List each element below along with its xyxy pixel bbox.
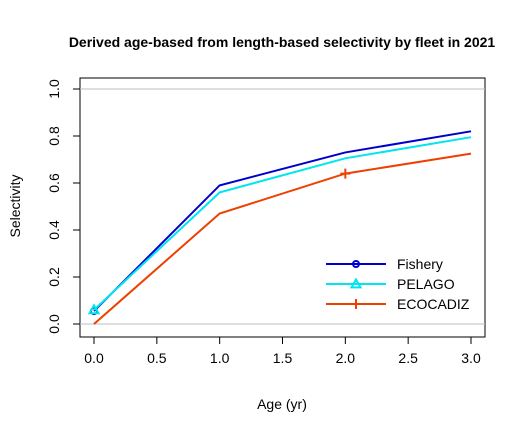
legend-marker — [349, 277, 363, 289]
chart-title: Derived age-based from length-based sele… — [69, 34, 496, 50]
series-line-ecocadiz — [93, 152, 472, 325]
x-tick-label: 1.0 — [210, 350, 230, 366]
legend-label: Fishery — [397, 256, 443, 272]
x-axis-label: Age (yr) — [257, 396, 307, 412]
legend-marker — [352, 260, 360, 268]
x-tick-label: 0.0 — [84, 350, 104, 366]
series-line-pelago — [93, 136, 472, 311]
legend-label: PELAGO — [397, 276, 455, 292]
x-tick-label: 2.5 — [398, 350, 418, 366]
legend-item-ecocadiz: ECOCADIZ — [326, 296, 470, 312]
y-tick-label: 0.0 — [46, 314, 62, 334]
plot-area: 0.0 0.5 1.0 1.5 2.0 2.5 3.0 0.0 0.2 0.4 0.6 0.8 1.0 — [46, 77, 486, 366]
x-tick-label: 2.0 — [336, 350, 356, 366]
y-tick-label: 0.6 — [46, 173, 62, 193]
legend-label: ECOCADIZ — [397, 296, 470, 312]
x-tick-label: 0.5 — [147, 350, 167, 366]
x-tick-label: 3.0 — [461, 350, 481, 366]
y-tick-label: 1.0 — [46, 79, 62, 99]
y-axis-label: Selectivity — [7, 174, 23, 237]
series-point-pelago — [87, 303, 101, 315]
legend: Fishery PELAGO ECOCADIZ — [326, 256, 470, 312]
y-tick-label: 0.4 — [46, 220, 62, 240]
series-line-fishery — [93, 130, 472, 312]
legend-marker — [351, 299, 361, 309]
series-point-ecocadiz — [340, 168, 351, 179]
legend-item-fishery: Fishery — [326, 256, 443, 272]
y-tick-label: 0.8 — [46, 126, 62, 146]
legend-item-pelago: PELAGO — [326, 276, 455, 292]
x-tick-label: 1.5 — [273, 350, 293, 366]
y-tick-label: 0.2 — [46, 267, 62, 287]
